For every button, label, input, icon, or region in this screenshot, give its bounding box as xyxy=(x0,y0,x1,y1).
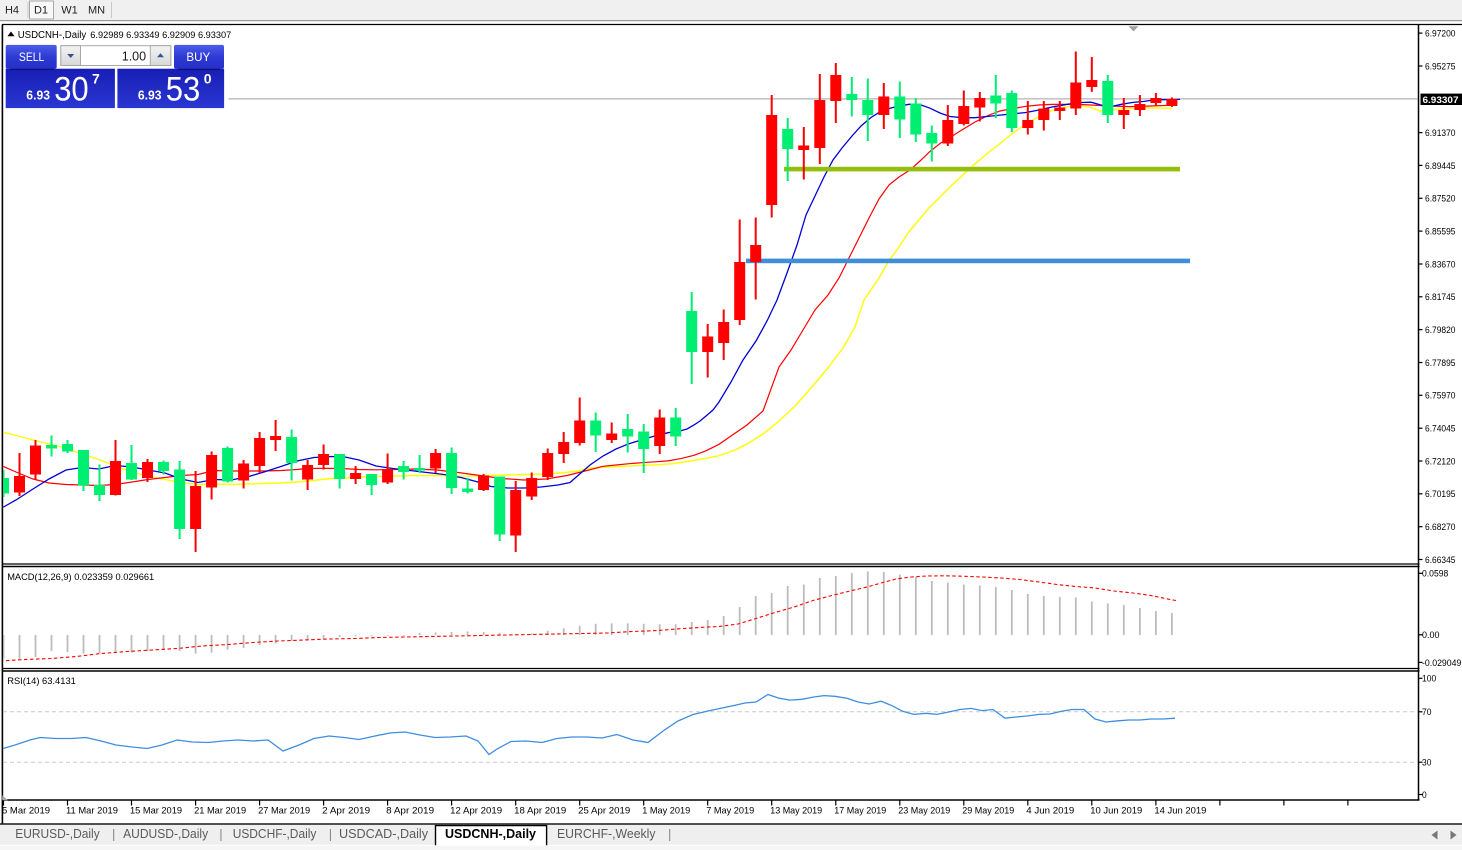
svg-text:11 Mar 2019: 11 Mar 2019 xyxy=(66,806,118,817)
svg-text:6.89445: 6.89445 xyxy=(1425,161,1456,171)
svg-text:5 Mar 2019: 5 Mar 2019 xyxy=(2,806,50,817)
svg-text:EURCHF-,Weekly: EURCHF-,Weekly xyxy=(557,826,656,841)
svg-text:0: 0 xyxy=(1422,790,1427,800)
svg-text:D1: D1 xyxy=(34,5,48,17)
svg-text:6.72120: 6.72120 xyxy=(1425,456,1456,466)
svg-text:|: | xyxy=(329,827,332,842)
svg-text:|: | xyxy=(219,827,222,842)
svg-text:MACD(12,26,9) 0.023359 0.02966: MACD(12,26,9) 0.023359 0.029661 xyxy=(7,572,154,583)
svg-text:|: | xyxy=(668,827,671,842)
svg-text:6.83670: 6.83670 xyxy=(1425,259,1456,269)
svg-text:6.87520: 6.87520 xyxy=(1425,194,1456,204)
svg-text:6.97200: 6.97200 xyxy=(1425,29,1456,39)
svg-text:8 Apr 2019: 8 Apr 2019 xyxy=(386,806,434,817)
svg-text:4 Jun 2019: 4 Jun 2019 xyxy=(1026,806,1074,817)
svg-text:6.93: 6.93 xyxy=(26,89,50,103)
svg-text:6.91370: 6.91370 xyxy=(1425,128,1456,138)
svg-text:0.0598: 0.0598 xyxy=(1422,569,1448,579)
svg-text:27 Mar 2019: 27 Mar 2019 xyxy=(258,806,310,817)
svg-text:17 May 2019: 17 May 2019 xyxy=(834,806,886,817)
svg-text:BUY: BUY xyxy=(186,50,210,64)
svg-text:7: 7 xyxy=(92,71,100,87)
svg-text:|: | xyxy=(112,827,115,842)
svg-text:6.79820: 6.79820 xyxy=(1425,325,1456,335)
svg-text:10 Jun 2019: 10 Jun 2019 xyxy=(1090,806,1142,817)
svg-text:6.81745: 6.81745 xyxy=(1425,292,1456,302)
svg-text:30: 30 xyxy=(54,71,88,109)
svg-text:6.85595: 6.85595 xyxy=(1425,227,1456,237)
svg-text:6.93307: 6.93307 xyxy=(1423,95,1459,106)
svg-text:6.92989 6.93349 6.92909 6.9330: 6.92989 6.93349 6.92909 6.93307 xyxy=(90,30,231,41)
svg-text:SELL: SELL xyxy=(19,50,45,64)
svg-text:6.70195: 6.70195 xyxy=(1425,489,1456,499)
svg-text:USDCAD-,Daily: USDCAD-,Daily xyxy=(339,826,428,841)
svg-text:6.68270: 6.68270 xyxy=(1425,522,1456,532)
svg-text:AUDUSD-,Daily: AUDUSD-,Daily xyxy=(123,826,208,841)
svg-text:USDCNH-,Daily: USDCNH-,Daily xyxy=(445,826,537,841)
svg-text:7 May 2019: 7 May 2019 xyxy=(706,806,754,817)
svg-text:100: 100 xyxy=(1422,674,1436,684)
svg-text:6.77895: 6.77895 xyxy=(1425,358,1456,368)
svg-text:USDCHF-,Daily: USDCHF-,Daily xyxy=(233,826,317,841)
svg-text:14 Jun 2019: 14 Jun 2019 xyxy=(1154,806,1206,817)
svg-text:1 May 2019: 1 May 2019 xyxy=(642,806,690,817)
svg-text:25 Apr 2019: 25 Apr 2019 xyxy=(578,806,630,817)
svg-text:H4: H4 xyxy=(5,5,19,17)
svg-text:30: 30 xyxy=(1422,758,1431,768)
svg-text:6.74045: 6.74045 xyxy=(1425,424,1456,434)
svg-text:EURUSD-,Daily: EURUSD-,Daily xyxy=(15,826,100,841)
svg-text:70: 70 xyxy=(1422,707,1431,717)
svg-text:1.00: 1.00 xyxy=(122,49,146,63)
svg-text:6.95275: 6.95275 xyxy=(1425,61,1456,71)
svg-text:15 Mar 2019: 15 Mar 2019 xyxy=(130,806,182,817)
svg-text:12 Apr 2019: 12 Apr 2019 xyxy=(450,806,502,817)
svg-text:W1: W1 xyxy=(61,5,78,17)
svg-text:MN: MN xyxy=(88,5,105,17)
svg-text:2 Apr 2019: 2 Apr 2019 xyxy=(322,806,370,817)
svg-text:53: 53 xyxy=(166,71,201,109)
svg-text:6.75970: 6.75970 xyxy=(1425,391,1456,401)
svg-text:13 May 2019: 13 May 2019 xyxy=(770,806,822,817)
svg-text:23 May 2019: 23 May 2019 xyxy=(898,806,950,817)
svg-text:RSI(14) 63.4131: RSI(14) 63.4131 xyxy=(7,676,76,687)
svg-text:29 May 2019: 29 May 2019 xyxy=(962,806,1014,817)
svg-text:6.93: 6.93 xyxy=(138,89,162,103)
svg-text:21 Mar 2019: 21 Mar 2019 xyxy=(194,806,246,817)
svg-text:0.00: 0.00 xyxy=(1422,630,1440,640)
svg-text:18 Apr 2019: 18 Apr 2019 xyxy=(514,806,566,817)
svg-text:6.66345: 6.66345 xyxy=(1425,555,1456,565)
svg-text:USDCNH-,Daily: USDCNH-,Daily xyxy=(18,30,87,41)
svg-text:-0.029049: -0.029049 xyxy=(1422,658,1461,668)
svg-text:0: 0 xyxy=(204,71,212,87)
